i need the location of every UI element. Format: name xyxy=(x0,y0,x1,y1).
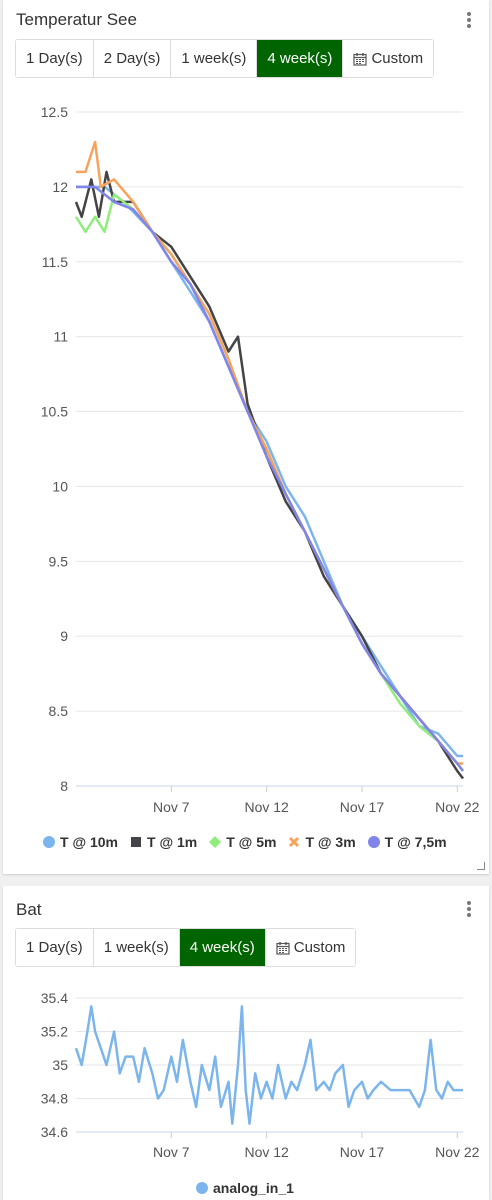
range-1-week-button[interactable]: 1 week(s) xyxy=(93,929,180,966)
series-line-t-7-5m[interactable] xyxy=(76,185,464,772)
y-tick-label: 12.5 xyxy=(41,104,68,120)
legend-item[interactable]: T @ 3m xyxy=(288,834,356,850)
legend-item[interactable]: T @ 10m xyxy=(43,834,118,850)
y-tick-label: 34.8 xyxy=(41,1091,68,1107)
resize-handle-icon[interactable] xyxy=(477,862,485,870)
kebab-menu-icon[interactable] xyxy=(467,901,471,917)
legend-label: T @ 5m xyxy=(226,834,277,850)
range-1-day-button[interactable]: 1 Day(s) xyxy=(16,40,94,77)
kebab-menu-icon[interactable] xyxy=(467,12,471,28)
y-tick-label: 10 xyxy=(52,478,68,494)
y-tick-label: 11.5 xyxy=(42,254,68,270)
x-tick-label: Nov 7 xyxy=(153,799,190,815)
legend-marker-icon xyxy=(196,1182,208,1194)
bat-chart: 35.4 35.2 35 34.8 34.6 Nov 7 Nov 12 Nov 17 Nov 2… xyxy=(41,990,480,1160)
legend-label: analog_in_1 xyxy=(213,1180,294,1196)
temperature-legend: T @ 10m T @ 1m T @ 5m T @ 3m T @ 7,5m xyxy=(43,834,459,850)
bat-legend: analog_in_1 xyxy=(196,1180,306,1196)
card-title: Temperatur See xyxy=(16,10,137,29)
temperature-card: Temperatur See 1 Day(s) 2 Day(s) 1 week(… xyxy=(3,0,489,874)
card-title: Bat xyxy=(16,900,42,919)
range-4-week-button[interactable]: 4 week(s) xyxy=(257,40,344,77)
x-tick-label: Nov 12 xyxy=(244,799,289,815)
range-1-week-button[interactable]: 1 week(s) xyxy=(171,40,258,77)
series-line-t-10m[interactable] xyxy=(76,185,463,758)
legend-label: T @ 1m xyxy=(147,834,198,850)
series-line-t-5m[interactable] xyxy=(74,193,464,772)
series-line-t-1m[interactable] xyxy=(74,170,464,780)
range-button-group: 1 Day(s) 1 week(s) 4 week(s) Custom xyxy=(15,928,357,967)
y-tick-label: 10.5 xyxy=(41,404,68,420)
legend-item[interactable]: analog_in_1 xyxy=(196,1180,294,1196)
y-tick-label: 8.5 xyxy=(49,703,69,719)
legend-label: T @ 10m xyxy=(60,834,119,850)
x-tick-label: Nov 17 xyxy=(340,799,385,815)
range-button-group: 1 Day(s) 2 Day(s) 1 week(s) 4 week(s) Cu… xyxy=(15,39,435,78)
range-4-week-button[interactable]: 4 week(s) xyxy=(179,929,266,966)
x-tick-label: Nov 12 xyxy=(244,1144,289,1160)
y-tick-label: 11 xyxy=(53,329,68,345)
x-tick-label: Nov 7 xyxy=(153,1144,190,1160)
x-tick-label: Nov 17 xyxy=(340,1144,385,1160)
bat-card: Bat 1 Day(s) 1 week(s) 4 week(s) Custom … xyxy=(3,886,489,1200)
temperature-chart: 12.5 12 11.5 11 10.5 10 9.5 9 8.5 8 Nov 7 Nov 12 Nov… xyxy=(41,104,480,815)
range-2-day-button[interactable]: 2 Day(s) xyxy=(93,40,172,77)
legend-marker-icon xyxy=(131,837,142,847)
legend-item[interactable]: T @ 5m xyxy=(209,834,276,850)
x-tick-label: Nov 22 xyxy=(435,799,480,815)
y-tick-label: 35.4 xyxy=(41,990,68,1006)
x-tick-label: Nov 22 xyxy=(435,1144,480,1160)
y-tick-label: 35 xyxy=(52,1057,68,1073)
y-tick-label: 8 xyxy=(60,778,68,794)
y-tick-label: 35.2 xyxy=(41,1024,68,1040)
custom-range-label: Custom xyxy=(371,50,424,67)
series-line-analog-in-1[interactable] xyxy=(74,1005,463,1125)
calendar-icon xyxy=(353,52,368,66)
legend-marker-icon xyxy=(43,836,55,848)
series-line-t-3m[interactable] xyxy=(76,140,463,765)
y-tick-label: 9 xyxy=(60,628,68,644)
legend-marker-icon xyxy=(209,836,222,848)
legend-marker-icon xyxy=(367,836,380,848)
custom-range-button[interactable]: Custom xyxy=(343,40,434,77)
y-tick-label: 9.5 xyxy=(49,553,69,569)
legend-item[interactable]: T @ 7,5m xyxy=(367,834,447,850)
custom-range-button[interactable]: Custom xyxy=(265,929,356,966)
legend-label: T @ 3m xyxy=(305,834,356,850)
range-1-day-button[interactable]: 1 Day(s) xyxy=(16,929,94,966)
y-tick-label: 12 xyxy=(52,179,68,195)
y-tick-label: 34.6 xyxy=(41,1124,68,1140)
calendar-icon xyxy=(276,941,290,955)
legend-marker-icon xyxy=(289,836,300,848)
legend-label: T @ 7,5m xyxy=(384,834,447,850)
legend-item[interactable]: T @ 1m xyxy=(130,834,197,850)
custom-range-label: Custom xyxy=(293,939,346,956)
